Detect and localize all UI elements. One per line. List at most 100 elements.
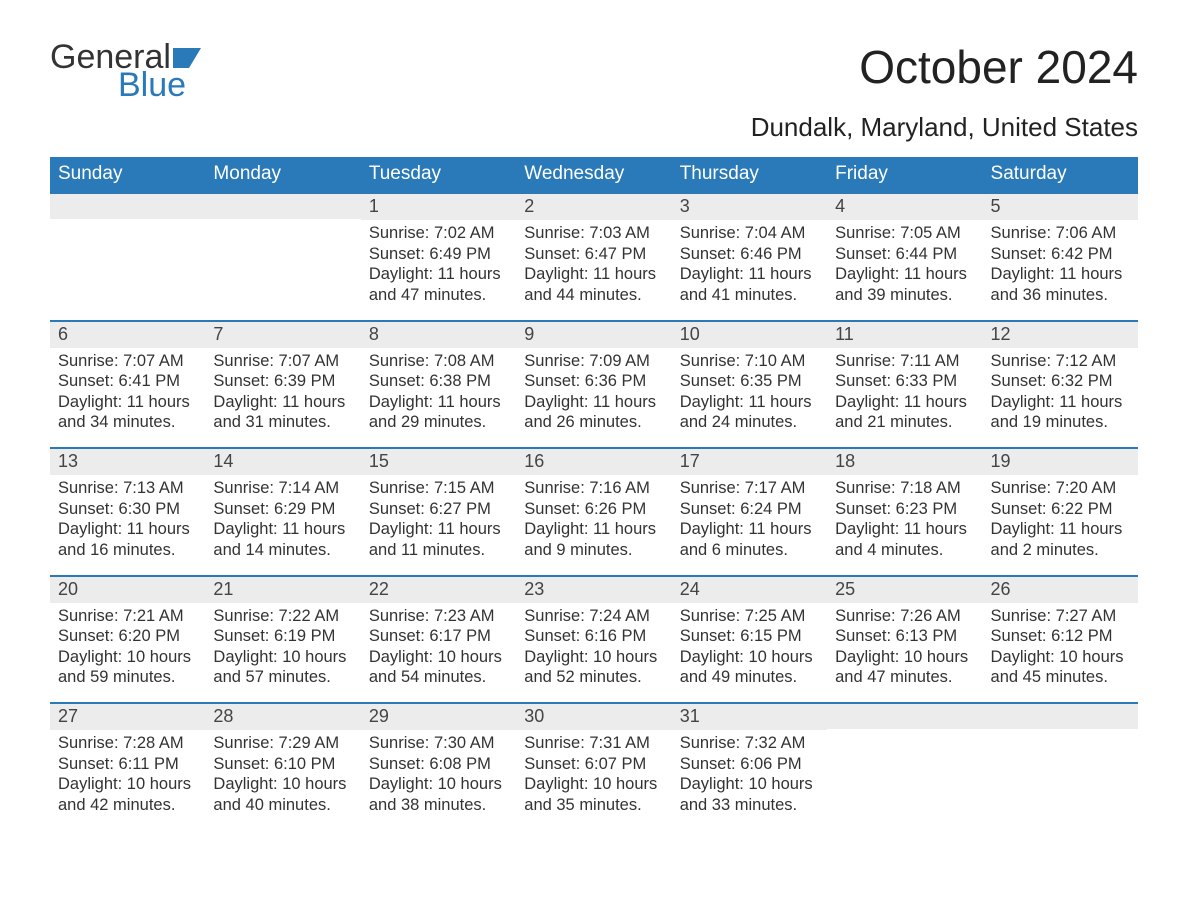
sunset-line: Sunset: 6:16 PM bbox=[524, 626, 663, 647]
sunset-line: Sunset: 6:46 PM bbox=[680, 244, 819, 265]
daylight-line-1: Daylight: 11 hours bbox=[680, 264, 819, 285]
sunset-line: Sunset: 6:24 PM bbox=[680, 499, 819, 520]
daylight-line-1: Daylight: 11 hours bbox=[991, 519, 1130, 540]
sunrise-line: Sunrise: 7:21 AM bbox=[58, 606, 197, 627]
day-body: Sunrise: 7:14 AMSunset: 6:29 PMDaylight:… bbox=[205, 475, 360, 561]
day-body: Sunrise: 7:10 AMSunset: 6:35 PMDaylight:… bbox=[672, 348, 827, 434]
day-cell: 9Sunrise: 7:09 AMSunset: 6:36 PMDaylight… bbox=[516, 322, 671, 448]
sunset-line: Sunset: 6:30 PM bbox=[58, 499, 197, 520]
sunrise-line: Sunrise: 7:25 AM bbox=[680, 606, 819, 627]
daylight-line-1: Daylight: 10 hours bbox=[213, 647, 352, 668]
day-body: Sunrise: 7:11 AMSunset: 6:33 PMDaylight:… bbox=[827, 348, 982, 434]
day-body: Sunrise: 7:02 AMSunset: 6:49 PMDaylight:… bbox=[361, 220, 516, 306]
sunset-line: Sunset: 6:38 PM bbox=[369, 371, 508, 392]
daylight-line-2: and 24 minutes. bbox=[680, 412, 819, 433]
logo-word-blue: Blue bbox=[118, 68, 201, 102]
day-body: Sunrise: 7:21 AMSunset: 6:20 PMDaylight:… bbox=[50, 603, 205, 689]
sunset-line: Sunset: 6:19 PM bbox=[213, 626, 352, 647]
day-cell bbox=[983, 704, 1138, 830]
day-cell: 6Sunrise: 7:07 AMSunset: 6:41 PMDaylight… bbox=[50, 322, 205, 448]
day-body: Sunrise: 7:16 AMSunset: 6:26 PMDaylight:… bbox=[516, 475, 671, 561]
daylight-line-1: Daylight: 11 hours bbox=[369, 392, 508, 413]
day-number: 8 bbox=[361, 322, 516, 348]
day-number: 24 bbox=[672, 577, 827, 603]
daylight-line-1: Daylight: 10 hours bbox=[835, 647, 974, 668]
day-number bbox=[50, 194, 205, 219]
daylight-line-1: Daylight: 10 hours bbox=[58, 647, 197, 668]
weekday-wednesday: Wednesday bbox=[516, 157, 671, 192]
sunrise-line: Sunrise: 7:04 AM bbox=[680, 223, 819, 244]
day-body: Sunrise: 7:15 AMSunset: 6:27 PMDaylight:… bbox=[361, 475, 516, 561]
week-row: 27Sunrise: 7:28 AMSunset: 6:11 PMDayligh… bbox=[50, 702, 1138, 830]
daylight-line-2: and 2 minutes. bbox=[991, 540, 1130, 561]
week-row: 13Sunrise: 7:13 AMSunset: 6:30 PMDayligh… bbox=[50, 447, 1138, 575]
sunset-line: Sunset: 6:13 PM bbox=[835, 626, 974, 647]
daylight-line-1: Daylight: 11 hours bbox=[835, 264, 974, 285]
day-cell: 18Sunrise: 7:18 AMSunset: 6:23 PMDayligh… bbox=[827, 449, 982, 575]
daylight-line-1: Daylight: 11 hours bbox=[524, 392, 663, 413]
sunrise-line: Sunrise: 7:23 AM bbox=[369, 606, 508, 627]
daylight-line-2: and 54 minutes. bbox=[369, 667, 508, 688]
day-body: Sunrise: 7:03 AMSunset: 6:47 PMDaylight:… bbox=[516, 220, 671, 306]
sunset-line: Sunset: 6:20 PM bbox=[58, 626, 197, 647]
week-row: 20Sunrise: 7:21 AMSunset: 6:20 PMDayligh… bbox=[50, 575, 1138, 703]
daylight-line-1: Daylight: 11 hours bbox=[58, 392, 197, 413]
day-body: Sunrise: 7:04 AMSunset: 6:46 PMDaylight:… bbox=[672, 220, 827, 306]
daylight-line-2: and 29 minutes. bbox=[369, 412, 508, 433]
day-body: Sunrise: 7:30 AMSunset: 6:08 PMDaylight:… bbox=[361, 730, 516, 816]
day-cell: 8Sunrise: 7:08 AMSunset: 6:38 PMDaylight… bbox=[361, 322, 516, 448]
sunrise-line: Sunrise: 7:27 AM bbox=[991, 606, 1130, 627]
sunset-line: Sunset: 6:07 PM bbox=[524, 754, 663, 775]
day-body: Sunrise: 7:25 AMSunset: 6:15 PMDaylight:… bbox=[672, 603, 827, 689]
weeks-container: 1Sunrise: 7:02 AMSunset: 6:49 PMDaylight… bbox=[50, 192, 1138, 830]
sunrise-line: Sunrise: 7:17 AM bbox=[680, 478, 819, 499]
sunset-line: Sunset: 6:47 PM bbox=[524, 244, 663, 265]
sunrise-line: Sunrise: 7:02 AM bbox=[369, 223, 508, 244]
day-cell: 12Sunrise: 7:12 AMSunset: 6:32 PMDayligh… bbox=[983, 322, 1138, 448]
sunrise-line: Sunrise: 7:15 AM bbox=[369, 478, 508, 499]
sunrise-line: Sunrise: 7:26 AM bbox=[835, 606, 974, 627]
day-number: 23 bbox=[516, 577, 671, 603]
sunset-line: Sunset: 6:23 PM bbox=[835, 499, 974, 520]
weekday-row: Sunday Monday Tuesday Wednesday Thursday… bbox=[50, 157, 1138, 192]
daylight-line-2: and 11 minutes. bbox=[369, 540, 508, 561]
daylight-line-1: Daylight: 10 hours bbox=[680, 647, 819, 668]
daylight-line-2: and 44 minutes. bbox=[524, 285, 663, 306]
daylight-line-2: and 21 minutes. bbox=[835, 412, 974, 433]
sunset-line: Sunset: 6:36 PM bbox=[524, 371, 663, 392]
calendar: Sunday Monday Tuesday Wednesday Thursday… bbox=[50, 157, 1138, 830]
day-cell: 20Sunrise: 7:21 AMSunset: 6:20 PMDayligh… bbox=[50, 577, 205, 703]
daylight-line-2: and 47 minutes. bbox=[369, 285, 508, 306]
day-cell: 16Sunrise: 7:16 AMSunset: 6:26 PMDayligh… bbox=[516, 449, 671, 575]
day-cell: 5Sunrise: 7:06 AMSunset: 6:42 PMDaylight… bbox=[983, 194, 1138, 320]
daylight-line-1: Daylight: 10 hours bbox=[58, 774, 197, 795]
day-cell: 10Sunrise: 7:10 AMSunset: 6:35 PMDayligh… bbox=[672, 322, 827, 448]
day-number: 28 bbox=[205, 704, 360, 730]
sunrise-line: Sunrise: 7:31 AM bbox=[524, 733, 663, 754]
sunset-line: Sunset: 6:32 PM bbox=[991, 371, 1130, 392]
day-number bbox=[983, 704, 1138, 729]
sunset-line: Sunset: 6:29 PM bbox=[213, 499, 352, 520]
day-body: Sunrise: 7:31 AMSunset: 6:07 PMDaylight:… bbox=[516, 730, 671, 816]
day-body: Sunrise: 7:22 AMSunset: 6:19 PMDaylight:… bbox=[205, 603, 360, 689]
day-number: 13 bbox=[50, 449, 205, 475]
sunrise-line: Sunrise: 7:12 AM bbox=[991, 351, 1130, 372]
day-cell: 7Sunrise: 7:07 AMSunset: 6:39 PMDaylight… bbox=[205, 322, 360, 448]
daylight-line-2: and 33 minutes. bbox=[680, 795, 819, 816]
day-cell: 31Sunrise: 7:32 AMSunset: 6:06 PMDayligh… bbox=[672, 704, 827, 830]
day-number: 16 bbox=[516, 449, 671, 475]
day-cell: 30Sunrise: 7:31 AMSunset: 6:07 PMDayligh… bbox=[516, 704, 671, 830]
day-number: 26 bbox=[983, 577, 1138, 603]
day-number: 20 bbox=[50, 577, 205, 603]
weekday-tuesday: Tuesday bbox=[361, 157, 516, 192]
weekday-thursday: Thursday bbox=[672, 157, 827, 192]
sunrise-line: Sunrise: 7:09 AM bbox=[524, 351, 663, 372]
day-cell: 27Sunrise: 7:28 AMSunset: 6:11 PMDayligh… bbox=[50, 704, 205, 830]
daylight-line-1: Daylight: 11 hours bbox=[835, 392, 974, 413]
day-cell: 19Sunrise: 7:20 AMSunset: 6:22 PMDayligh… bbox=[983, 449, 1138, 575]
day-body: Sunrise: 7:12 AMSunset: 6:32 PMDaylight:… bbox=[983, 348, 1138, 434]
daylight-line-1: Daylight: 10 hours bbox=[524, 647, 663, 668]
day-body: Sunrise: 7:05 AMSunset: 6:44 PMDaylight:… bbox=[827, 220, 982, 306]
day-cell: 21Sunrise: 7:22 AMSunset: 6:19 PMDayligh… bbox=[205, 577, 360, 703]
daylight-line-2: and 14 minutes. bbox=[213, 540, 352, 561]
